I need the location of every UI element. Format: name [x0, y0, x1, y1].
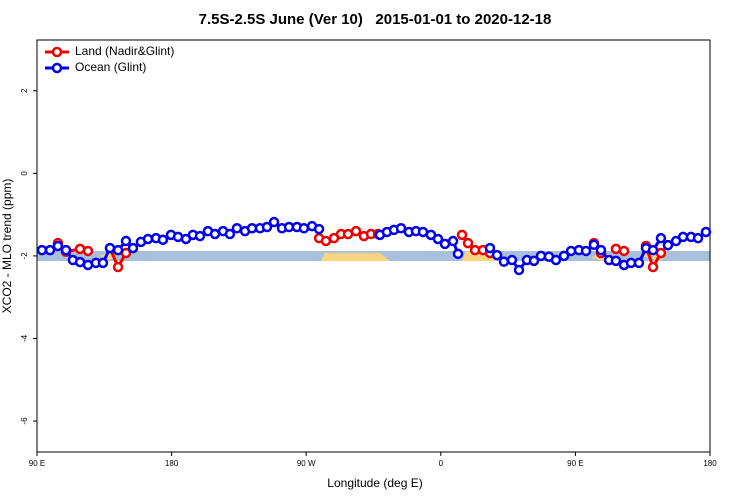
data-point: [52, 240, 64, 252]
x-axis-label: Longitude (deg E): [327, 476, 422, 490]
data-point: [350, 225, 362, 237]
data-point: [432, 233, 444, 245]
data-point: [700, 226, 712, 238]
data-point: [395, 222, 407, 234]
y-tick-label: -4: [20, 334, 29, 342]
x-tick-label: 180: [703, 459, 717, 468]
data-point: [157, 234, 169, 246]
x-tick-label: 90 E: [567, 459, 583, 468]
data-point: [452, 248, 464, 260]
data-point: [610, 243, 622, 255]
chart-title: 7.5S-2.5S June (Ver 10) 2015-01-01 to 20…: [199, 11, 552, 28]
data-point: [261, 221, 273, 233]
data-point: [209, 228, 221, 240]
data-point: [313, 223, 325, 235]
data-point: [142, 233, 154, 245]
data-point: [647, 261, 659, 273]
data-point: [231, 222, 243, 234]
data-point: [484, 242, 496, 254]
data-point: [298, 222, 310, 234]
data-point: [513, 264, 525, 276]
y-tick-label: -2: [20, 252, 29, 260]
data-point: [320, 235, 332, 247]
data-point: [60, 244, 72, 256]
data-point: [97, 257, 109, 269]
data-point: [491, 249, 503, 261]
legend-label: Land (Nadir&Glint): [75, 44, 174, 58]
y-axis-label: XCO2 - MLO trend (ppm): [0, 179, 14, 314]
data-point: [580, 245, 592, 257]
data-point: [447, 235, 459, 247]
data-point: [528, 255, 540, 267]
land-patch: [462, 251, 498, 261]
data-point: [618, 245, 630, 257]
x-tick-label: 0: [439, 459, 444, 468]
data-point: [127, 242, 139, 254]
y-tick-label: 2: [20, 88, 29, 93]
data-point: [82, 245, 94, 257]
data-point: [104, 242, 116, 254]
legend-label: Ocean (Glint): [75, 60, 146, 74]
data-point: [550, 254, 562, 266]
legend-marker: [51, 46, 63, 58]
data-point: [194, 230, 206, 242]
data-point: [268, 216, 280, 228]
data-point: [36, 244, 48, 256]
data-point: [462, 237, 474, 249]
x-tick-label: 90 W: [297, 459, 316, 468]
plot-frame: [36, 39, 711, 453]
data-point: [662, 239, 674, 251]
data-point: [610, 255, 622, 267]
data-point: [655, 232, 667, 244]
data-point: [558, 250, 570, 262]
legend-marker: [51, 62, 63, 74]
data-point: [112, 244, 124, 256]
x-tick-label: 180: [165, 459, 179, 468]
data-point: [506, 254, 518, 266]
data-point: [647, 244, 659, 256]
data-point: [633, 257, 645, 269]
y-tick-label: -6: [20, 417, 29, 425]
land-patch: [321, 253, 390, 261]
x-tick-label: 90 E: [29, 459, 45, 468]
data-point: [692, 232, 704, 244]
data-point: [498, 256, 510, 267]
data-point: [456, 229, 468, 241]
data-point: [439, 238, 451, 250]
data-point: [595, 244, 607, 256]
data-point: [588, 239, 600, 251]
data-point: [120, 235, 132, 247]
data-point: [44, 244, 56, 256]
data-point: [224, 228, 236, 240]
data-point: [112, 261, 124, 273]
y-tick-label: 0: [20, 171, 29, 176]
